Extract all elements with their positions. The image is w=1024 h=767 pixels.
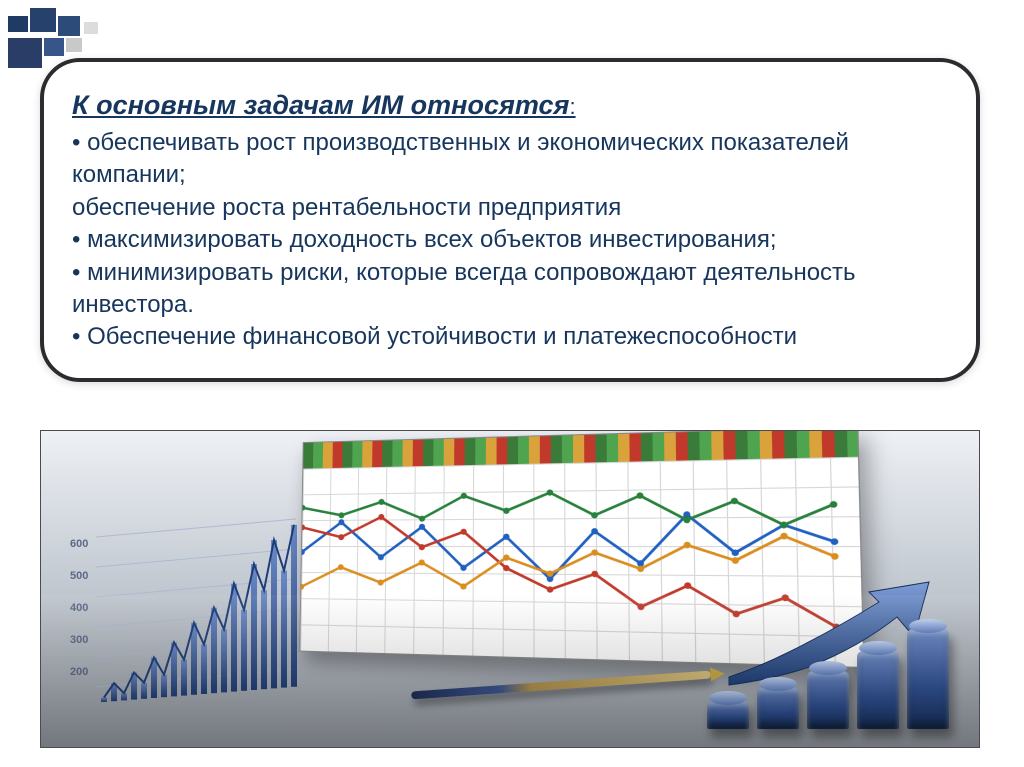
heading-text: К основным задачам ИМ относятся [72,90,569,120]
deco-square [30,8,56,32]
main-text-panel: К основным задачам ИМ относятся: • обесп… [40,58,980,382]
deco-square [8,16,28,32]
deco-square [84,22,98,34]
heading-colon: : [569,94,575,119]
deco-square [44,38,64,56]
panel-heading: К основным задачам ИМ относятся: [72,90,948,121]
deco-square [8,38,42,68]
deco-square [58,16,80,36]
deco-square [66,38,82,52]
body-line: • обеспечивать рост производственных и э… [72,127,948,192]
svg-text:600: 600 [70,538,88,550]
panel-body: • обеспечивать рост производственных и э… [72,127,948,354]
floor-reflection [41,595,979,747]
body-line: • Обеспечение финансовой устойчивости и … [72,321,948,353]
illustration-panel: 600500400300200 [40,430,980,748]
body-line: обеспечение роста рентабельности предпри… [72,192,948,224]
body-line: • максимизировать доходность всех объект… [72,224,948,256]
svg-text:500: 500 [70,570,88,582]
body-line: • минимизировать риски, которые всегда с… [72,257,948,322]
